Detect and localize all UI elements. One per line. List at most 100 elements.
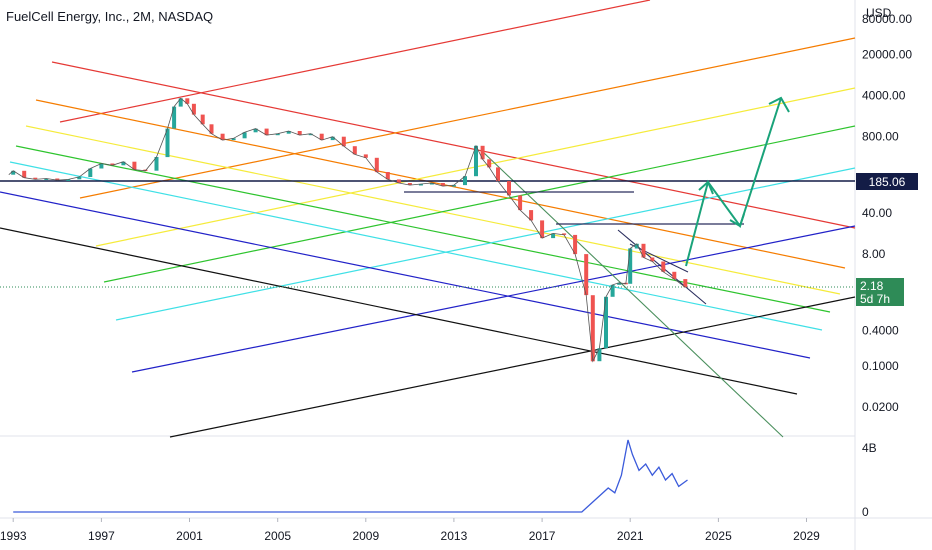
price-scale[interactable]: USD 80000.00 20000.00 4000.00 800.00 40.00 8.… (862, 6, 912, 414)
time-tick-label: 2021 (617, 529, 644, 543)
price-candle (200, 114, 205, 125)
red-channel-upper-line[interactable] (59, 0, 651, 123)
projection-arrowhead-1 (698, 180, 714, 195)
yellow-channel-lower-line[interactable] (25, 125, 841, 295)
price-close-line (8, 97, 686, 363)
price-candle (480, 145, 485, 160)
price-candle (185, 98, 190, 104)
time-tick-label: 2017 (529, 529, 556, 543)
level-price-tag-text: 185.06 (869, 175, 906, 189)
orange-channel-lower-line[interactable] (35, 99, 846, 269)
price-tick-label: 0.1000 (862, 359, 899, 373)
projection-arrowhead-2 (729, 213, 745, 228)
price-candle (99, 163, 104, 169)
price-candle (286, 131, 291, 134)
blue-channel-upper-line[interactable] (131, 225, 856, 373)
price-candle (518, 195, 523, 211)
price-tick-label: 0.0200 (862, 400, 899, 414)
price-candle (172, 106, 177, 129)
price-tick-label: 20000.00 (862, 48, 912, 62)
price-candle (610, 284, 615, 297)
price-candle (661, 261, 666, 272)
price-candle (487, 159, 492, 168)
blue-channel-lower-line[interactable] (0, 191, 811, 359)
black-support-line[interactable] (169, 296, 856, 438)
volume-tick-label: 4B (862, 441, 877, 455)
drawing-layer[interactable] (0, 0, 856, 438)
price-candle (220, 133, 225, 141)
last-price-countdown: 5d 7h (860, 292, 890, 306)
time-tick-label: 2009 (352, 529, 379, 543)
price-candle (66, 179, 71, 181)
price-candle (22, 170, 27, 178)
price-candle (121, 161, 126, 166)
cyan-channel-upper-line[interactable] (115, 167, 856, 321)
price-candle (165, 128, 170, 158)
volume-scale: 4B 0 (862, 441, 877, 519)
last-price-value: 2.18 (860, 279, 884, 293)
price-candle (264, 128, 269, 136)
price-candle (253, 128, 258, 133)
price-candle (352, 146, 357, 155)
price-candle (110, 163, 115, 166)
price-series (8, 97, 688, 363)
price-candle (672, 271, 677, 280)
price-candle (429, 183, 434, 185)
price-tick-label: 40.00 (862, 206, 892, 220)
price-candle (634, 243, 639, 249)
time-tick-label: 2001 (176, 529, 203, 543)
price-tick-label: 4000.00 (862, 89, 906, 103)
price-tick-label: 8.00 (862, 247, 886, 261)
price-candle (308, 133, 313, 136)
price-candle (297, 131, 302, 136)
price-candle (683, 279, 688, 288)
navy-short-trend-line[interactable] (629, 243, 689, 273)
volume-tick-label: 0 (862, 505, 869, 519)
level-price-tag (856, 173, 918, 190)
orange-channel-upper-line[interactable] (79, 37, 856, 199)
black-channel-lower-line[interactable] (0, 227, 798, 395)
price-candle (551, 233, 556, 239)
price-candle (242, 132, 247, 139)
price-tick-label: 800.00 (862, 130, 899, 144)
price-candle (341, 136, 346, 147)
price-candle (584, 254, 589, 296)
green-downtrend-line[interactable] (482, 151, 784, 438)
price-candle (451, 185, 456, 187)
volume-series (13, 439, 688, 513)
price-candle (496, 167, 500, 182)
time-tick-label: 1993 (0, 529, 27, 543)
volume-line (13, 439, 688, 513)
price-candle (597, 348, 602, 362)
price-candle (507, 181, 511, 196)
price-candle (641, 243, 646, 258)
green-channel-lower-line[interactable] (15, 145, 831, 313)
price-candle (562, 233, 567, 235)
last-price-tag (856, 278, 904, 306)
time-scale[interactable]: 1993 1997 2001 2005 2009 2013 2017 2021 2025 2029 (0, 518, 820, 543)
price-candle (650, 257, 655, 262)
price-scale-unit: USD (866, 6, 892, 20)
price-candle (77, 176, 82, 180)
cyan-channel-lower-line[interactable] (9, 161, 823, 331)
price-candle (396, 179, 401, 183)
price-candle (628, 248, 633, 284)
price-candle (88, 168, 93, 177)
price-candle (573, 234, 578, 255)
projection-arrow-path[interactable] (685, 97, 782, 267)
price-candle (474, 145, 478, 177)
time-tick-label: 2029 (793, 529, 820, 543)
price-candle (319, 133, 324, 141)
price-candle (604, 296, 608, 349)
price-candle (418, 184, 423, 186)
projection-arrowhead-3 (768, 96, 790, 113)
green-channel-upper-line[interactable] (103, 125, 856, 283)
price-candle (33, 177, 38, 180)
time-tick-label: 1997 (88, 529, 115, 543)
price-candle (407, 183, 412, 185)
chart-title: FuelCell Energy, Inc., 2M, NASDAQ (6, 9, 213, 24)
price-tick-label: 80000.00 (862, 12, 912, 26)
price-candle (231, 138, 236, 141)
